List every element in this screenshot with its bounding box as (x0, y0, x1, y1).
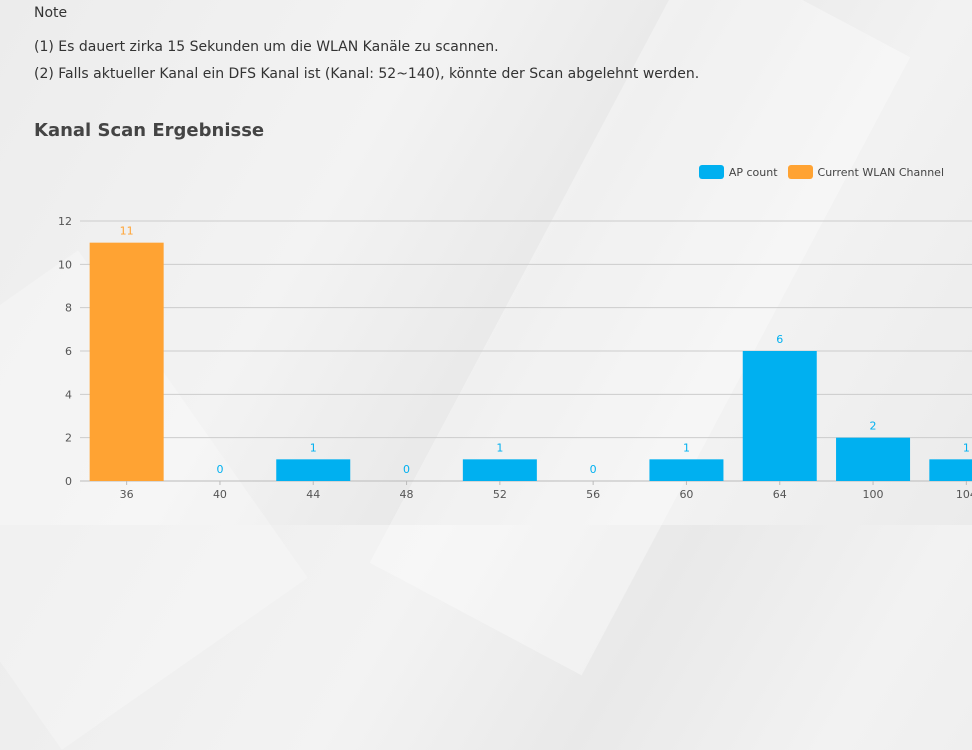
x-tick-label: 60 (679, 488, 693, 501)
section-title: Kanal Scan Ergebnisse (34, 120, 265, 141)
x-tick-label: 48 (400, 488, 414, 501)
x-tick-label: 40 (213, 488, 227, 501)
bar-channel-36 (89, 242, 164, 481)
legend-label-ap-count: AP count (728, 165, 778, 179)
note-line-1: (1) Es dauert zirka 15 Sekunden um die W… (34, 39, 499, 55)
y-tick-label: 12 (58, 215, 72, 228)
legend-swatch-current-channel (787, 165, 813, 179)
legend-label-current-channel: Current WLAN Channel (817, 165, 944, 179)
x-tick-label: 104 (956, 488, 972, 501)
legend-item-ap-count[interactable]: AP count (698, 165, 778, 179)
chart-legend: AP count Current WLAN Channel (689, 165, 944, 179)
y-tick-label: 4 (65, 388, 72, 401)
x-tick-label: 64 (773, 488, 787, 501)
y-tick-label: 2 (65, 432, 72, 445)
bar-channel-64 (742, 351, 817, 481)
x-tick-label: 36 (120, 488, 134, 501)
data-label: 0 (590, 463, 597, 476)
bar-channel-104 (929, 459, 972, 481)
data-label: 0 (403, 463, 410, 476)
data-label: 2 (870, 420, 877, 433)
data-label: 1 (496, 441, 503, 454)
data-label: 11 (120, 225, 134, 238)
x-tick-label: 56 (586, 488, 600, 501)
x-tick-label: 52 (493, 488, 507, 501)
x-tick-label: 44 (306, 488, 320, 501)
y-tick-label: 10 (58, 258, 72, 271)
channel-scan-chart: 0 2 4 6 8 10 12 36 11 40 0 44 1 48 0 52 1 56 0 60 1 64 6 100 2 10… (58, 215, 972, 501)
legend-swatch-ap-count (698, 165, 724, 179)
data-label: 1 (683, 441, 690, 454)
bar-channel-44 (276, 459, 351, 481)
bar-channel-100 (836, 437, 911, 481)
bar-channel-60 (649, 459, 724, 481)
note-line-2: (2) Falls aktueller Kanal ein DFS Kanal … (34, 66, 700, 82)
y-tick-label: 6 (65, 345, 72, 358)
bar-channel-52 (462, 459, 537, 481)
data-label: 1 (963, 441, 970, 454)
legend-item-current-channel[interactable]: Current WLAN Channel (787, 165, 944, 179)
data-label: 6 (776, 333, 783, 346)
y-tick-label: 0 (65, 475, 72, 488)
x-tick-label: 100 (863, 488, 884, 501)
note-title: Note (34, 5, 68, 21)
data-label: 0 (216, 463, 223, 476)
data-label: 1 (310, 441, 317, 454)
y-tick-label: 8 (65, 302, 72, 315)
